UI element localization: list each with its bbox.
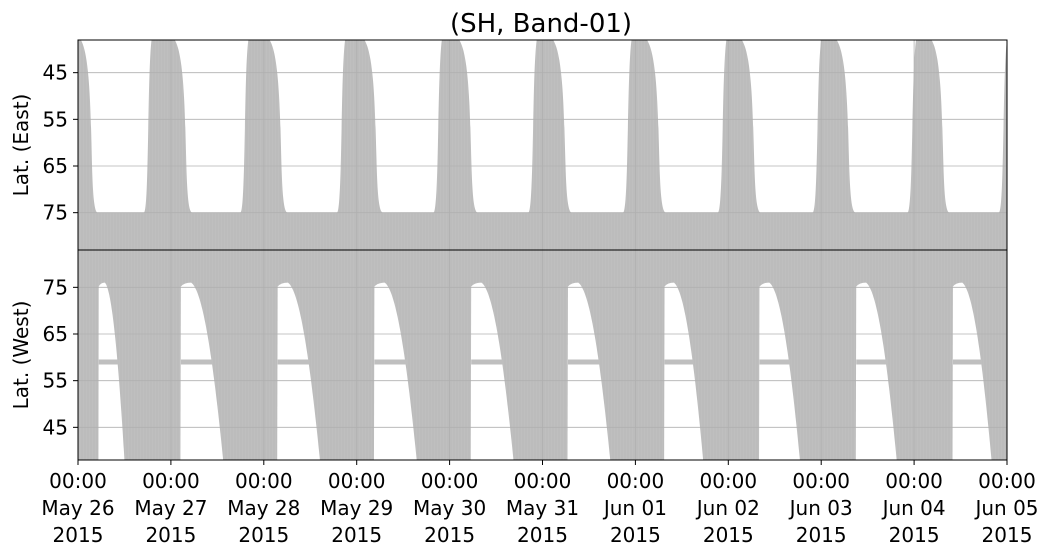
top-gap-4 xyxy=(364,40,442,213)
xtick-date-label: May 28 xyxy=(227,496,300,520)
bottom-ytick-label: 55 xyxy=(43,369,68,393)
top-panel: 45 55 65 75 Lat. (East) xyxy=(9,39,1008,251)
top-gap-5 xyxy=(459,40,537,213)
xtick-year-label: 2015 xyxy=(796,523,847,547)
xtick-time-label: 00:00 xyxy=(328,469,386,493)
bottom-band-1 xyxy=(98,359,119,365)
xtick-year-label: 2015 xyxy=(238,523,289,547)
xtick-date-label: Jun 02 xyxy=(695,496,760,520)
xtick-date-label: May 27 xyxy=(134,496,207,520)
top-gap-6 xyxy=(553,40,632,213)
bottom-gap-7 xyxy=(664,282,704,460)
bottom-gap-2 xyxy=(180,282,224,460)
xtick-year-label: 2015 xyxy=(517,523,568,547)
bottom-gap-8 xyxy=(759,282,800,460)
bottom-ytick-label: 75 xyxy=(43,275,68,299)
xtick-time-label: 00:00 xyxy=(514,469,572,493)
top-grid xyxy=(77,40,1008,250)
bottom-y-ticks: 45 55 65 75 xyxy=(43,275,78,439)
top-ytick-label: 55 xyxy=(43,107,68,131)
top-y-axis-label: Lat. (East) xyxy=(9,94,33,197)
bottom-band-5 xyxy=(471,359,504,365)
xtick-time-label: 00:00 xyxy=(607,469,665,493)
bottom-panel: 45 55 65 75 Lat. (West) xyxy=(9,249,1008,461)
xtick-time-label: 00:00 xyxy=(885,469,943,493)
top-gaps xyxy=(80,40,1007,213)
xtick-time-label: 00:00 xyxy=(49,469,107,493)
xtick-year-label: 2015 xyxy=(424,523,475,547)
xtick-time-label: 00:00 xyxy=(978,469,1036,493)
top-y-ticks: 45 55 65 75 xyxy=(43,61,78,225)
bottom-y-axis-label: Lat. (West) xyxy=(9,301,33,410)
top-ytick-label: 45 xyxy=(43,61,68,85)
bottom-gaps xyxy=(98,282,992,460)
bottom-gap-10 xyxy=(952,282,992,460)
xtick-time-label: 00:00 xyxy=(421,469,479,493)
xtick-date-label: May 26 xyxy=(41,496,114,520)
bottom-band-2 xyxy=(180,359,213,365)
bottom-gap-1 xyxy=(98,282,125,460)
top-gap-7 xyxy=(647,40,727,213)
bottom-gap-9 xyxy=(855,282,897,460)
xtick-date-label: May 30 xyxy=(413,496,486,520)
top-gap-8 xyxy=(741,40,822,213)
bottom-band-9 xyxy=(856,359,887,365)
xtick-time-label: 00:00 xyxy=(699,469,757,493)
xtick-time-label: 00:00 xyxy=(792,469,850,493)
x-ticks: 00:00 May 26 2015 00:00 May 27 2015 00:00 May 2… xyxy=(41,460,1039,547)
xtick-date-label: May 31 xyxy=(506,496,579,520)
top-ytick-label: 75 xyxy=(43,201,68,225)
bottom-gap-3 xyxy=(277,282,320,460)
xtick-time-label: 00:00 xyxy=(142,469,200,493)
bottom-ytick-label: 65 xyxy=(43,322,68,346)
xtick-time-label: 00:00 xyxy=(235,469,293,493)
xtick-year-label: 2015 xyxy=(982,523,1033,547)
top-gap-2 xyxy=(174,40,249,213)
xtick-date-label: Jun 01 xyxy=(602,496,667,520)
bottom-gap-4 xyxy=(373,282,417,460)
xtick-year-label: 2015 xyxy=(53,523,104,547)
bottom-band-8 xyxy=(759,359,791,365)
bottom-band-10 xyxy=(952,359,983,365)
xtick-date-label: Jun 03 xyxy=(788,496,853,520)
top-ytick-label: 65 xyxy=(43,154,68,178)
xtick-year-label: 2015 xyxy=(889,523,940,547)
bottom-ytick-label: 45 xyxy=(43,415,68,439)
bottom-band-3 xyxy=(277,359,310,365)
xtick-year-label: 2015 xyxy=(331,523,382,547)
top-gap-3 xyxy=(269,40,346,213)
xtick-year-label: 2015 xyxy=(145,523,196,547)
bottom-gap-6 xyxy=(567,282,611,460)
top-gap-10 xyxy=(931,40,1007,213)
xtick-year-label: 2015 xyxy=(610,523,661,547)
bottom-band-6 xyxy=(567,359,601,365)
xtick-date-label: Jun 05 xyxy=(973,496,1038,520)
top-gap-1 xyxy=(80,40,152,213)
chart-title: (SH, Band-01) xyxy=(450,9,632,39)
bottom-gap-5 xyxy=(470,282,514,460)
xtick-date-label: May 29 xyxy=(320,496,393,520)
bottom-band-7 xyxy=(664,359,694,365)
xtick-year-label: 2015 xyxy=(703,523,754,547)
xtick-date-label: Jun 04 xyxy=(881,496,946,520)
bottom-band-4 xyxy=(374,359,407,365)
top-gap-9 xyxy=(836,40,917,213)
